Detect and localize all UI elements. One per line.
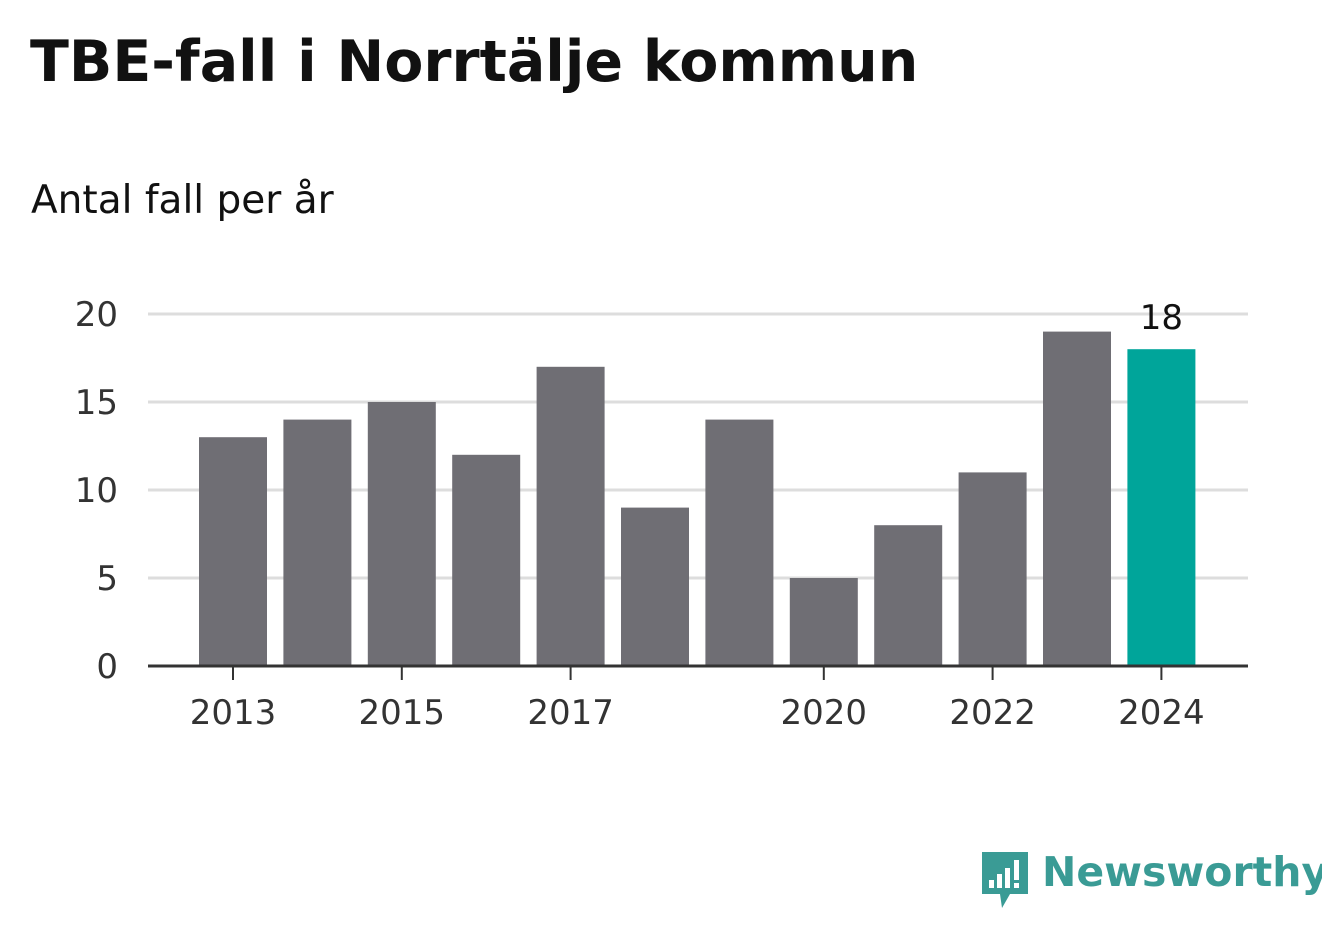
y-tick-label: 20 [75,295,118,335]
bars [199,331,1196,666]
bar-2024 [1127,349,1196,666]
newsworthy-logo-icon [982,852,1028,908]
y-tick-label: 0 [96,647,118,687]
y-axis-labels: 0 5 10 15 20 [75,295,118,687]
x-axis [148,664,1248,680]
newsworthy-logo-text: Newsworthy [1042,848,1322,896]
bar-2018 [621,507,689,666]
y-tick-label: 15 [75,383,118,423]
newsworthy-logo: Newsworthy [980,848,1322,912]
chart-title: TBE-fall i Norrtälje kommun [30,29,919,95]
value-labels: 18 [1140,298,1183,338]
bar-2016 [452,454,521,666]
chart-subtitle: Antal fall per år [31,178,334,223]
x-tick-label: 2015 [359,693,446,733]
bar-2020 [789,578,858,666]
bar-2017 [536,366,605,666]
y-tick-label: 5 [96,559,118,599]
bar-2014 [283,419,352,666]
x-tick-label: 2022 [949,693,1036,733]
value-label-2024: 18 [1140,298,1183,338]
y-tick-label: 10 [75,471,118,511]
bar-2022 [958,472,1027,666]
x-tick-label: 2013 [190,693,277,733]
bar-2023 [1043,331,1111,666]
x-tick-label: 2017 [527,693,614,733]
bar-2019 [705,419,774,666]
bar-2021 [874,525,943,666]
x-tick-label: 2020 [781,693,868,733]
x-tick-label: 2024 [1118,693,1205,733]
x-axis-labels: 2013 2015 2017 2020 2022 2024 [190,693,1205,733]
bar-2015 [367,402,436,666]
bar-2013 [199,437,267,666]
